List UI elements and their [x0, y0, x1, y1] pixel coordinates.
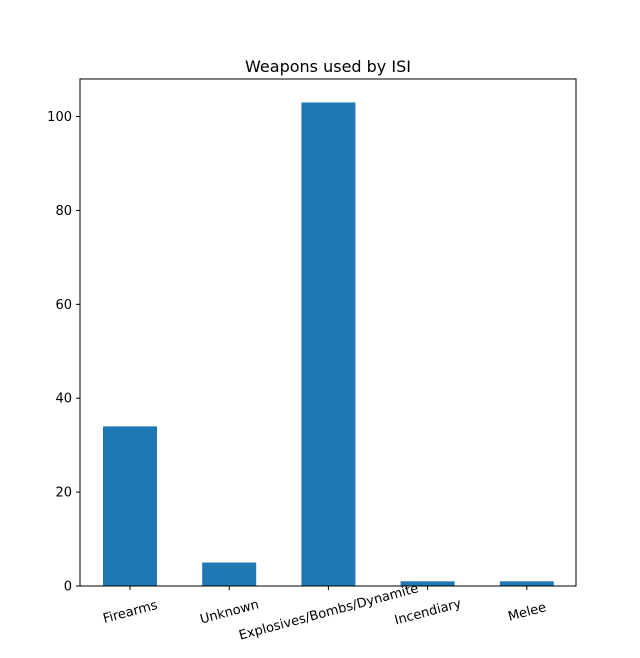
- bar-unknown: [202, 562, 257, 586]
- y-tick-label: 80: [55, 204, 72, 219]
- chart-title: Weapons used by ISI: [245, 57, 411, 76]
- y-tick-label: 0: [64, 580, 72, 595]
- bar-explosives-bombs-dynamite: [301, 102, 356, 586]
- x-tick-label: Firearms: [102, 598, 160, 627]
- y-tick-label: 60: [55, 298, 72, 313]
- y-tick-label: 20: [55, 486, 72, 501]
- x-tick-label: Explosives/Bombs/Dynamite: [237, 581, 420, 643]
- x-tick-label: Incendiary: [393, 596, 463, 628]
- plot-area: 0 20 40 60 80 100 Firearms UnknownExplosives/Bo…: [47, 78, 577, 644]
- bar-firearms: [103, 426, 157, 586]
- y-tick-label: 40: [55, 392, 72, 407]
- y-tick-label: 100: [47, 110, 72, 125]
- x-tick-label: Unknown: [198, 597, 260, 627]
- bar-incendiary: [400, 581, 455, 586]
- bar-melee: [499, 581, 554, 586]
- x-tick-label: Melee: [506, 600, 547, 625]
